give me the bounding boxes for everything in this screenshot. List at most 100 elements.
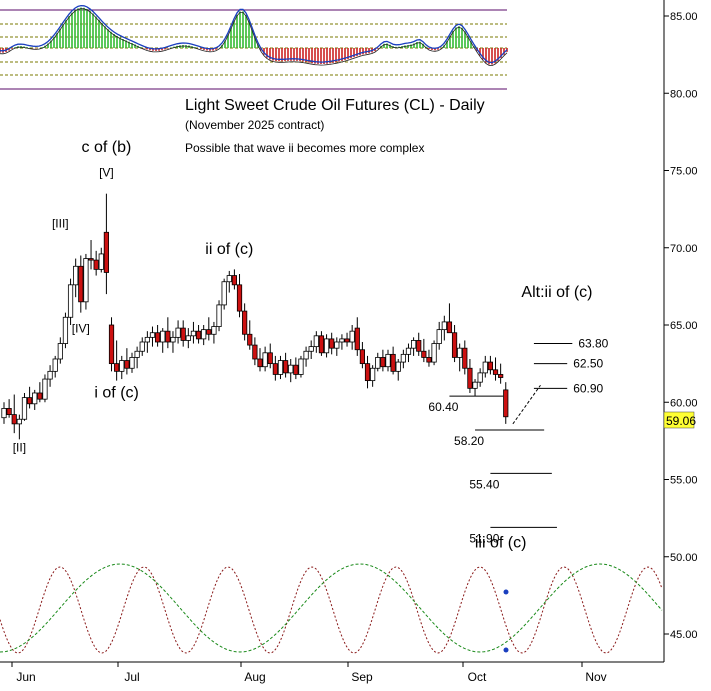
candle-body xyxy=(354,327,360,351)
wave-label: i of (c) xyxy=(94,385,138,402)
candle-body xyxy=(293,364,299,375)
candle-body xyxy=(185,335,191,341)
candle-body xyxy=(492,369,499,375)
wave-label: c of (b) xyxy=(82,139,132,156)
candle-body xyxy=(451,332,458,358)
candle-body xyxy=(349,330,355,343)
target-label: 58.20 xyxy=(454,434,484,448)
candle-body xyxy=(236,284,243,312)
y-tick-label: 80.00 xyxy=(670,88,698,100)
x-tick-label: Aug xyxy=(244,670,265,684)
candle-body xyxy=(262,352,268,368)
candle-body xyxy=(180,327,186,341)
candle-body xyxy=(93,259,99,270)
candle-body xyxy=(16,418,22,425)
candle-body xyxy=(124,360,130,369)
candle-body xyxy=(175,327,181,338)
wave-label: [III] xyxy=(52,217,69,231)
candle-body xyxy=(26,397,33,405)
candle-body xyxy=(277,360,284,375)
candle-body xyxy=(400,353,406,363)
cycle-waves xyxy=(0,563,663,654)
candle-body xyxy=(498,374,504,378)
candle-body xyxy=(247,333,253,346)
candle-body xyxy=(32,392,38,405)
wave-labels: [II] [III] [IV] [V] c of (b) i of (c) ii of (c… xyxy=(13,139,593,552)
target-label: 63.80 xyxy=(578,337,608,351)
candle-body xyxy=(1,408,7,419)
x-tick-label: Jul xyxy=(124,670,139,684)
candle-body xyxy=(323,338,330,354)
x-tick-label: Nov xyxy=(585,670,606,684)
candle-body xyxy=(134,350,140,358)
candle-body xyxy=(221,281,227,306)
candle-body xyxy=(431,343,437,363)
candle-body xyxy=(380,357,386,368)
candle-body xyxy=(6,408,12,416)
candle-body xyxy=(308,346,314,352)
candle-body xyxy=(436,329,442,344)
candle-body xyxy=(329,338,335,349)
chart-title: Light Sweet Crude Oil Futures (CL) - Dai… xyxy=(185,97,485,114)
target-label: 62.50 xyxy=(573,357,603,371)
candle-body xyxy=(119,360,125,372)
candle-body xyxy=(421,350,427,358)
target-label: 60.40 xyxy=(428,400,458,414)
last-price-box xyxy=(663,411,695,429)
candle-body xyxy=(339,338,345,343)
candle-body xyxy=(416,340,422,352)
chart-subtitle: (November 2025 contract) xyxy=(185,118,324,132)
candle-body xyxy=(390,353,396,372)
candle-body xyxy=(457,347,463,358)
candle-body xyxy=(257,358,263,368)
y-tick-label: 85.00 xyxy=(670,11,698,23)
candle-body xyxy=(108,324,115,365)
wave-label: Alt:ii of (c) xyxy=(521,284,592,301)
candle-body xyxy=(144,336,150,343)
oscillator-signal-line xyxy=(0,8,508,67)
wave-label: [IV] xyxy=(72,322,90,336)
y-axis: 85.00 80.00 75.00 70.00 65.00 60.00 55.00 50.00… xyxy=(664,11,698,641)
candle-body xyxy=(42,378,48,400)
candle-body xyxy=(298,358,304,375)
candlesticks xyxy=(1,193,509,440)
candle-body xyxy=(139,341,145,352)
cycle-dot-upper xyxy=(503,589,509,595)
candle-body xyxy=(359,349,366,365)
candle-body xyxy=(334,341,340,349)
fast-cycle-line xyxy=(0,566,663,654)
candle-body xyxy=(252,344,258,360)
candle-body xyxy=(487,361,494,371)
candle-body xyxy=(446,321,453,334)
candle-body xyxy=(149,332,156,338)
candle-body xyxy=(83,258,89,303)
candle-body xyxy=(47,370,53,380)
oscillator-histogram xyxy=(0,4,508,67)
chart-note: Possible that wave ii becomes more compl… xyxy=(185,141,424,155)
x-axis: Jun Jul Aug Sep Oct Nov xyxy=(11,662,607,684)
y-tick-label: 45.00 xyxy=(670,629,698,641)
y-tick-label: 50.00 xyxy=(670,552,698,564)
candle-body xyxy=(21,397,28,420)
target-label: 55.40 xyxy=(469,477,499,491)
target-label: 51.90 xyxy=(469,531,499,545)
candle-body xyxy=(52,358,58,372)
candle-body xyxy=(195,330,202,340)
y-tick-label: 70.00 xyxy=(670,243,698,255)
candle-body xyxy=(272,363,278,375)
target-label: 60.90 xyxy=(573,381,603,395)
oscillator-panel xyxy=(0,9,507,90)
candle-body xyxy=(472,381,478,389)
candle-body xyxy=(395,361,401,372)
candle-body xyxy=(73,265,79,286)
candle-body xyxy=(288,364,294,374)
candle-body xyxy=(88,258,94,261)
candle-body xyxy=(114,363,120,372)
candle-body xyxy=(226,275,232,283)
candle-body xyxy=(190,330,197,337)
candle-body xyxy=(216,304,222,327)
candle-body xyxy=(441,321,447,331)
oscillator-line xyxy=(0,4,508,64)
candle-body xyxy=(103,231,109,273)
candle-body xyxy=(201,329,207,340)
